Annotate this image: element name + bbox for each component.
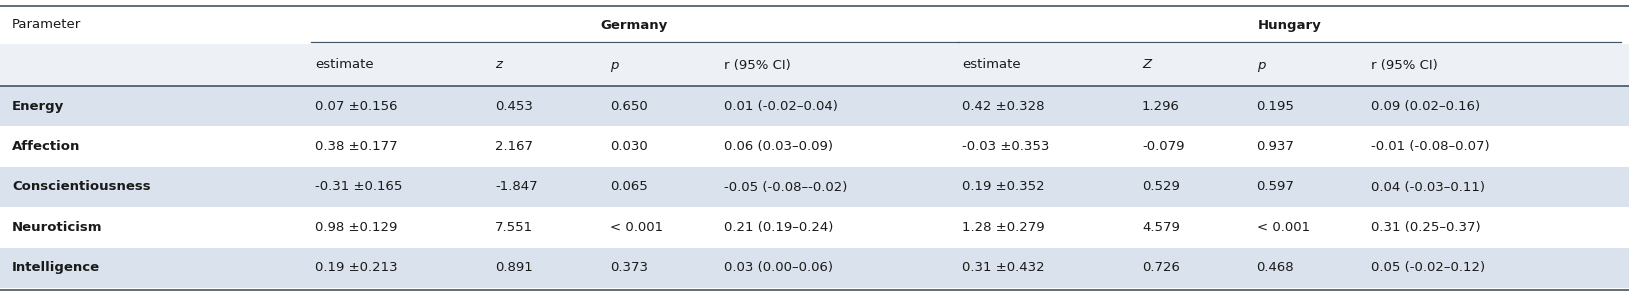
Text: 0.21 (0.19–0.24): 0.21 (0.19–0.24) [725, 221, 834, 234]
Text: -0.05 (-0.08–-0.02): -0.05 (-0.08–-0.02) [725, 181, 847, 193]
Text: 0.195: 0.195 [1256, 100, 1295, 113]
Text: 0.42 ±0.328: 0.42 ±0.328 [961, 100, 1044, 113]
Text: 0.468: 0.468 [1256, 261, 1293, 274]
Text: 0.650: 0.650 [609, 100, 647, 113]
Text: 0.04 (-0.03–0.11): 0.04 (-0.03–0.11) [1372, 181, 1486, 193]
Text: Conscientiousness: Conscientiousness [11, 181, 150, 193]
Text: 0.01 (-0.02–0.04): 0.01 (-0.02–0.04) [725, 100, 839, 113]
Text: < 0.001: < 0.001 [609, 221, 663, 234]
Bar [0, 248, 1629, 288]
Text: Intelligence: Intelligence [11, 261, 99, 274]
Text: 7.551: 7.551 [495, 221, 533, 234]
Text: 0.07 ±0.156: 0.07 ±0.156 [314, 100, 397, 113]
Text: 0.373: 0.373 [609, 261, 648, 274]
Text: 0.726: 0.726 [1142, 261, 1179, 274]
Text: Neuroticism: Neuroticism [11, 221, 103, 234]
Text: 0.891: 0.891 [495, 261, 533, 274]
Text: 0.030: 0.030 [609, 140, 647, 153]
Bar [0, 167, 1629, 207]
Text: 0.19 ±0.352: 0.19 ±0.352 [961, 181, 1044, 193]
Text: 0.09 (0.02–0.16): 0.09 (0.02–0.16) [1372, 100, 1481, 113]
Text: 0.065: 0.065 [609, 181, 647, 193]
Text: < 0.001: < 0.001 [1256, 221, 1310, 234]
Bar [0, 44, 1629, 86]
Text: 1.296: 1.296 [1142, 100, 1179, 113]
Text: Energy: Energy [11, 100, 64, 113]
Text: -0.03 ±0.353: -0.03 ±0.353 [961, 140, 1049, 153]
Text: 0.38 ±0.177: 0.38 ±0.177 [314, 140, 397, 153]
Text: 0.453: 0.453 [495, 100, 533, 113]
Text: 0.31 (0.25–0.37): 0.31 (0.25–0.37) [1372, 221, 1481, 234]
Text: 0.98 ±0.129: 0.98 ±0.129 [314, 221, 397, 234]
Text: p: p [1256, 59, 1266, 71]
Text: -1.847: -1.847 [495, 181, 538, 193]
Text: 0.06 (0.03–0.09): 0.06 (0.03–0.09) [725, 140, 834, 153]
Text: Hungary: Hungary [1258, 19, 1321, 31]
Text: 0.05 (-0.02–0.12): 0.05 (-0.02–0.12) [1372, 261, 1486, 274]
Text: -0.01 (-0.08–0.07): -0.01 (-0.08–0.07) [1372, 140, 1491, 153]
Text: 4.579: 4.579 [1142, 221, 1179, 234]
Text: 0.937: 0.937 [1256, 140, 1295, 153]
Text: Z: Z [1142, 59, 1152, 71]
Text: 0.31 ±0.432: 0.31 ±0.432 [961, 261, 1044, 274]
Text: 2.167: 2.167 [495, 140, 533, 153]
Text: z: z [495, 59, 502, 71]
Text: -0.31 ±0.165: -0.31 ±0.165 [314, 181, 402, 193]
Text: r (95% CI): r (95% CI) [725, 59, 792, 71]
Text: estimate: estimate [961, 59, 1020, 71]
Text: estimate: estimate [314, 59, 373, 71]
Text: -0.079: -0.079 [1142, 140, 1184, 153]
Text: 0.529: 0.529 [1142, 181, 1179, 193]
Text: 0.19 ±0.213: 0.19 ±0.213 [314, 261, 397, 274]
Bar [0, 86, 1629, 126]
Text: Affection: Affection [11, 140, 80, 153]
Text: r (95% CI): r (95% CI) [1372, 59, 1438, 71]
Text: 0.597: 0.597 [1256, 181, 1295, 193]
Text: p: p [609, 59, 617, 71]
Text: 1.28 ±0.279: 1.28 ±0.279 [961, 221, 1044, 234]
Text: 0.03 (0.00–0.06): 0.03 (0.00–0.06) [725, 261, 834, 274]
Text: Germany: Germany [601, 19, 668, 31]
Text: Parameter: Parameter [11, 19, 81, 31]
